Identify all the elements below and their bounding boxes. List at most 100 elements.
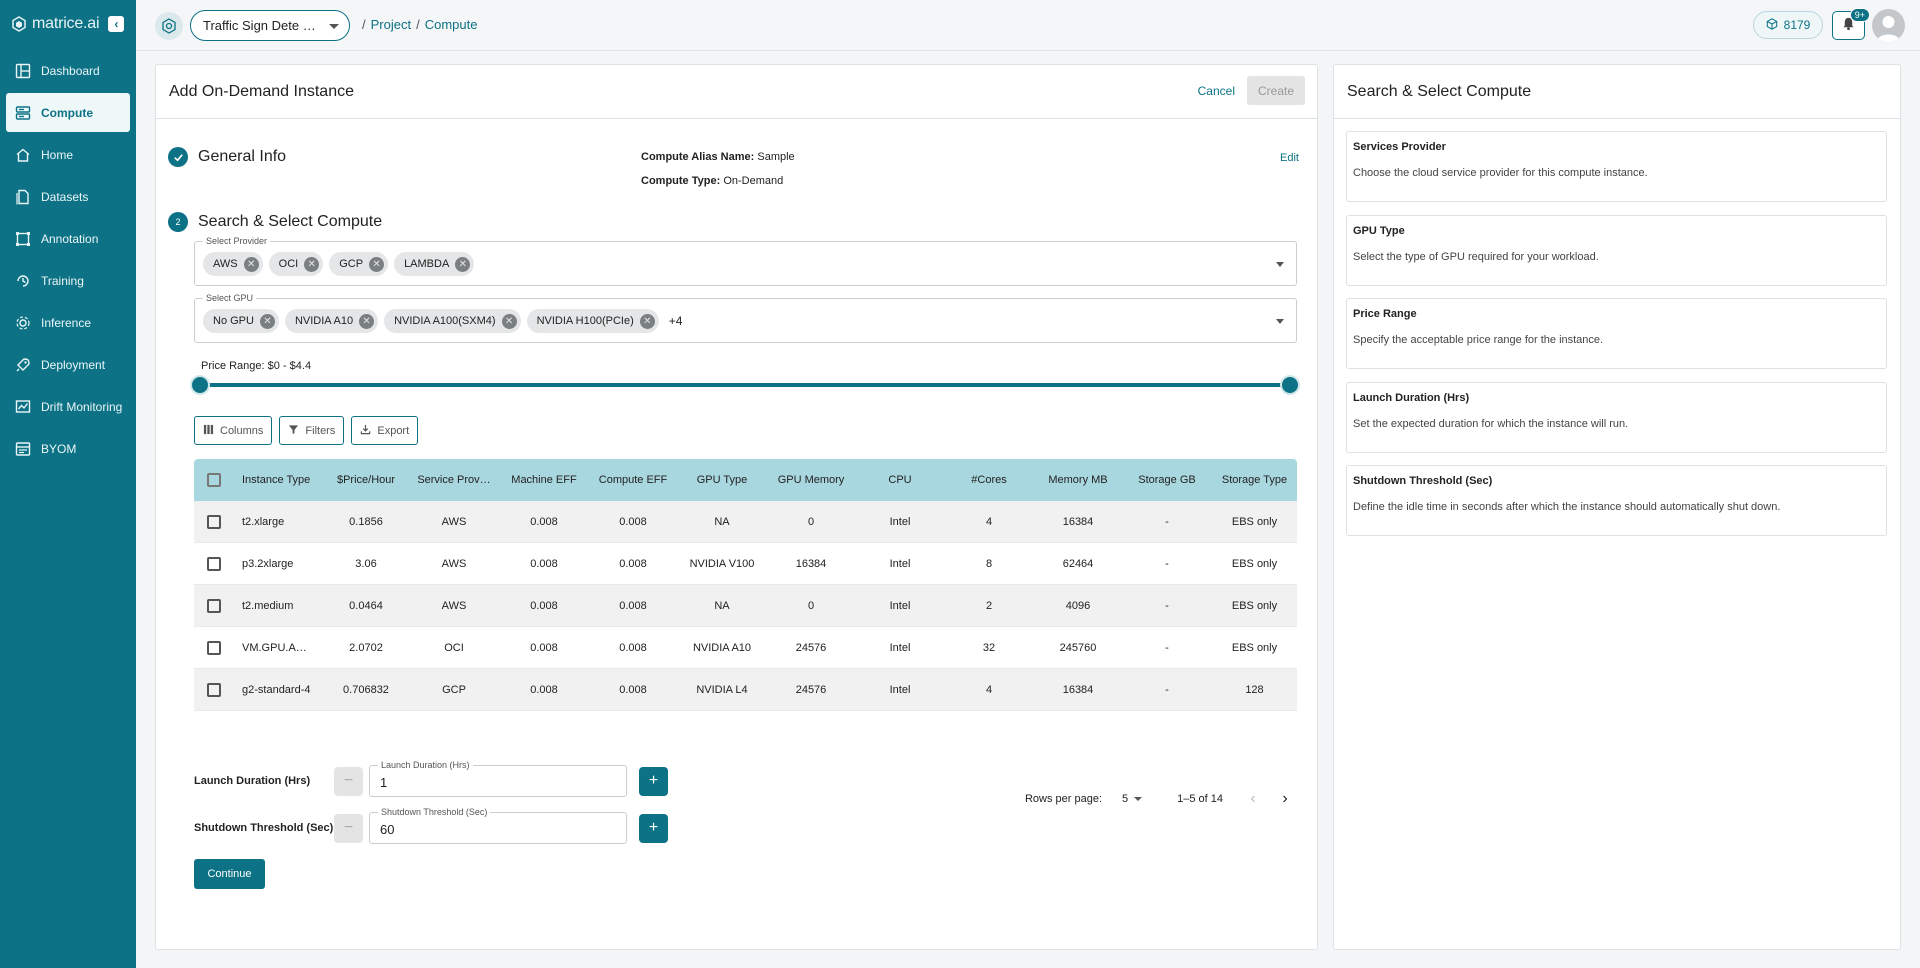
chevron-down-icon[interactable] (1276, 262, 1284, 267)
export-button[interactable]: Export (351, 416, 419, 445)
launch-duration-field[interactable]: Launch Duration (Hrs) 1 (369, 760, 627, 797)
slider-thumb-min[interactable] (192, 377, 208, 393)
project-icon[interactable] (155, 12, 183, 40)
sidebar-item-byom[interactable]: BYOM (6, 429, 130, 468)
column-header[interactable]: Service Prov… (417, 474, 491, 486)
filters-button[interactable]: Filters (279, 416, 345, 445)
table-cell: 0.008 (619, 515, 647, 528)
column-header[interactable]: Memory MB (1048, 474, 1108, 486)
column-header[interactable]: $Price/Hour (336, 474, 396, 486)
chip-oci[interactable]: OCI ✕ (268, 252, 324, 276)
select-all-checkbox[interactable] (194, 473, 234, 487)
remove-chip-icon[interactable]: ✕ (243, 256, 259, 272)
remove-chip-icon[interactable]: ✕ (259, 313, 275, 329)
column-header[interactable]: #Cores (971, 474, 1007, 486)
row-checkbox[interactable] (194, 640, 234, 655)
help-item: Services Provider Choose the cloud servi… (1346, 131, 1887, 202)
gpu-select[interactable]: Select GPU No GPU ✕ NVIDIA A10 ✕ NVIDIA A1… (194, 293, 1297, 343)
credits-badge[interactable]: 8179 (1753, 11, 1823, 39)
chip-nvidia-a10[interactable]: NVIDIA A10 ✕ (284, 309, 379, 333)
rows-per-page-value: 5 (1122, 793, 1129, 805)
row-checkbox[interactable] (194, 598, 234, 613)
sidebar-item-drift-monitoring[interactable]: Drift Monitoring (6, 387, 130, 426)
launch-duration-label: Launch Duration (Hrs) (194, 775, 311, 787)
notifications-button[interactable]: 9+ (1832, 8, 1870, 40)
table-row[interactable]: VM.GPU.A… 2.0702 OCI 0.008 0.008 NVIDIA A10 24… (194, 627, 1297, 669)
sidebar-item-label: Deployment (41, 357, 106, 372)
remove-chip-icon[interactable]: ✕ (501, 313, 517, 329)
table-row[interactable]: p3.2xlarge 3.06 AWS 0.008 0.008 NVIDIA V100 16… (194, 543, 1297, 585)
slider-thumb-max[interactable] (1282, 377, 1298, 393)
shutdown-threshold-field[interactable]: Shutdown Threshold (Sec) 60 (369, 807, 627, 844)
sidebar-item-deployment[interactable]: Deployment (6, 345, 130, 384)
chevron-right-icon[interactable]: › (1282, 790, 1288, 807)
row-checkbox[interactable] (194, 514, 234, 529)
sidebar-item-label: Home (41, 147, 74, 162)
column-header[interactable]: Storage GB (1138, 474, 1196, 486)
chevron-down-icon[interactable] (1276, 319, 1284, 324)
edit-general-info-link[interactable]: Edit (1280, 152, 1299, 164)
column-header[interactable]: Storage Type (1221, 474, 1288, 486)
decrement-button[interactable]: − (334, 766, 363, 796)
table-row[interactable]: t2.xlarge 0.1856 AWS 0.008 0.008 NA 0 Intel 4 163… (194, 501, 1297, 543)
remove-chip-icon[interactable]: ✕ (369, 256, 385, 272)
avatar[interactable] (1872, 9, 1905, 42)
column-header[interactable]: GPU Type (696, 474, 748, 486)
increment-button[interactable]: + (639, 813, 668, 843)
remove-chip-icon[interactable]: ✕ (304, 256, 320, 272)
chip-nvidia-a100[interactable]: NVIDIA A100(SXM4) ✕ (384, 309, 521, 333)
breadcrumb-project[interactable]: Project (370, 17, 412, 32)
sidebar-item-annotation[interactable]: Annotation (6, 219, 130, 258)
chip-nvidia-h100[interactable]: NVIDIA H100(PCIe) ✕ (526, 309, 659, 333)
decrement-button[interactable]: − (334, 813, 363, 843)
price-range-slider[interactable] (192, 377, 1298, 393)
column-header[interactable]: GPU Memory (777, 474, 845, 486)
rows-per-page-select[interactable]: 5 (1122, 793, 1143, 805)
provider-select[interactable]: Select Provider AWS ✕ OCI ✕ GCP ✕ LAMBDA ✕ (194, 236, 1297, 286)
chip-no-gpu[interactable]: No GPU ✕ (203, 309, 279, 333)
shutdown-threshold-label: Shutdown Threshold (Sec) (194, 822, 334, 834)
column-header[interactable]: CPU (888, 474, 912, 486)
chip-label: NVIDIA A100(SXM4) (394, 315, 496, 327)
chevron-left-icon[interactable]: ‹ (1250, 790, 1256, 807)
instances-table: Instance Type $Price/Hour Service Prov… … (194, 459, 1297, 711)
table-row[interactable]: g2-standard-4 0.706832 GCP 0.008 0.008 NVIDIA… (194, 669, 1297, 711)
chip-lambda[interactable]: LAMBDA ✕ (394, 252, 475, 276)
create-button[interactable]: Create (1247, 76, 1305, 105)
gpu-select-label: Select GPU (203, 293, 257, 303)
sidebar-item-dashboard[interactable]: Dashboard (6, 51, 130, 90)
step-number: 2 (168, 212, 188, 232)
table-cell: 0.008 (530, 599, 558, 612)
columns-button[interactable]: Columns (194, 416, 273, 445)
cancel-button[interactable]: Cancel (1197, 83, 1235, 98)
chip-gcp[interactable]: GCP ✕ (329, 252, 389, 276)
chip-aws[interactable]: AWS ✕ (203, 252, 263, 276)
column-header[interactable]: Compute EFF (598, 474, 668, 486)
remove-chip-icon[interactable]: ✕ (639, 313, 655, 329)
table-row[interactable]: t2.medium 0.0464 AWS 0.008 0.008 NA 0 Intel 2 409… (194, 585, 1297, 627)
compute-type-info: Compute Type: On-Demand (641, 175, 783, 187)
remove-chip-icon[interactable]: ✕ (359, 313, 375, 329)
project-select[interactable]: Traffic Sign Dete … (190, 10, 350, 41)
sidebar-item-datasets[interactable]: Datasets (6, 177, 130, 216)
table-cell: 0.008 (530, 515, 558, 528)
sidebar-item-compute[interactable]: Compute (6, 93, 130, 132)
table-cell: EBS only (1231, 557, 1278, 570)
column-header[interactable]: Instance Type (242, 474, 311, 486)
help-item-desc: Set the expected duration for which the … (1353, 418, 1629, 430)
sidebar-nav: Dashboard Compute Home Datasets Annotati… (0, 51, 136, 468)
increment-button[interactable]: + (639, 766, 668, 796)
continue-button[interactable]: Continue (194, 859, 265, 889)
table-cell: - (1165, 515, 1169, 528)
row-checkbox[interactable] (194, 556, 234, 571)
row-checkbox[interactable] (194, 682, 234, 697)
remove-chip-icon[interactable]: ✕ (455, 256, 471, 272)
card-header: Add On-Demand Instance Cancel Create (156, 65, 1317, 119)
sidebar-item-training[interactable]: Training (6, 261, 130, 300)
filters-label: Filters (305, 424, 336, 437)
column-header[interactable]: Machine EFF (511, 474, 577, 486)
breadcrumb-compute[interactable]: Compute (424, 17, 478, 32)
sidebar-item-home[interactable]: Home (6, 135, 130, 174)
sidebar-item-inference[interactable]: Inference (6, 303, 130, 342)
collapse-sidebar-button[interactable]: ‹ (108, 16, 125, 32)
